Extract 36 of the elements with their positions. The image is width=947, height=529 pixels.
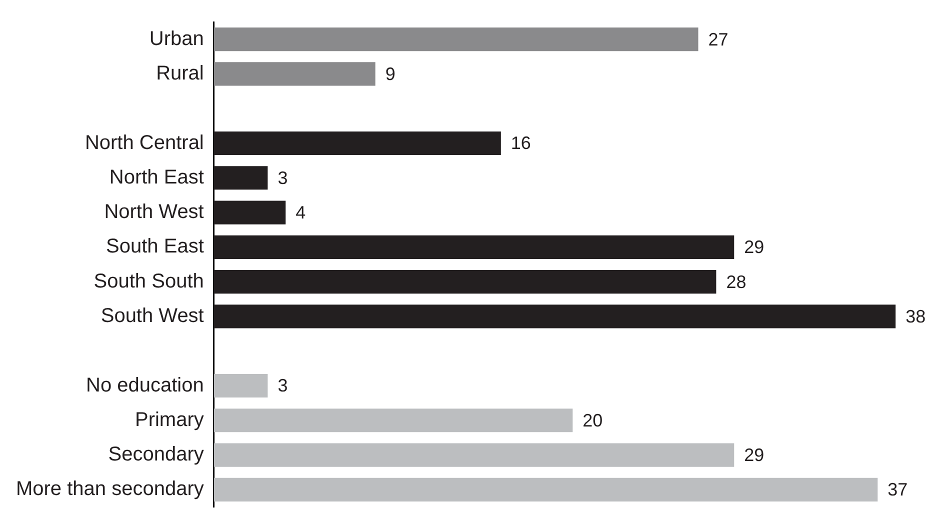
bar (214, 131, 501, 156)
bar (214, 166, 268, 190)
bar (214, 304, 896, 328)
data-label: 37 (888, 480, 908, 500)
y-tick-label: Urban (149, 28, 204, 50)
y-tick-label: North West (104, 201, 204, 224)
bar (214, 443, 734, 467)
y-tick-label: South East (106, 236, 204, 258)
bar (214, 408, 573, 432)
data-label: 3 (278, 168, 288, 188)
y-tick-label: North Central (84, 132, 204, 154)
data-label: 16 (510, 133, 531, 154)
data-label: 9 (385, 64, 396, 84)
data-label: 29 (744, 445, 764, 466)
bar (214, 478, 878, 502)
bar (214, 374, 268, 398)
y-tick-label: More than secondary (16, 478, 204, 500)
data-label: 29 (744, 237, 764, 258)
y-tick-label: Rural (156, 62, 204, 84)
bar (214, 235, 734, 259)
y-tick-label: South West (100, 304, 204, 327)
data-label: 27 (708, 29, 728, 50)
data-label: 38 (906, 306, 926, 326)
bar (214, 270, 716, 294)
y-tick-label: South South (94, 270, 204, 292)
data-label: 4 (296, 202, 306, 223)
y-tick-label: North East (109, 166, 204, 188)
data-label: 3 (278, 376, 288, 396)
y-tick-label: No education (86, 374, 204, 396)
data-label: 20 (582, 410, 603, 430)
bar (214, 62, 376, 86)
y-tick-label: Primary (134, 408, 204, 431)
y-tick-label: Secondary (108, 444, 204, 466)
bar (214, 200, 286, 224)
data-label: 28 (726, 272, 746, 292)
bar (214, 28, 698, 52)
